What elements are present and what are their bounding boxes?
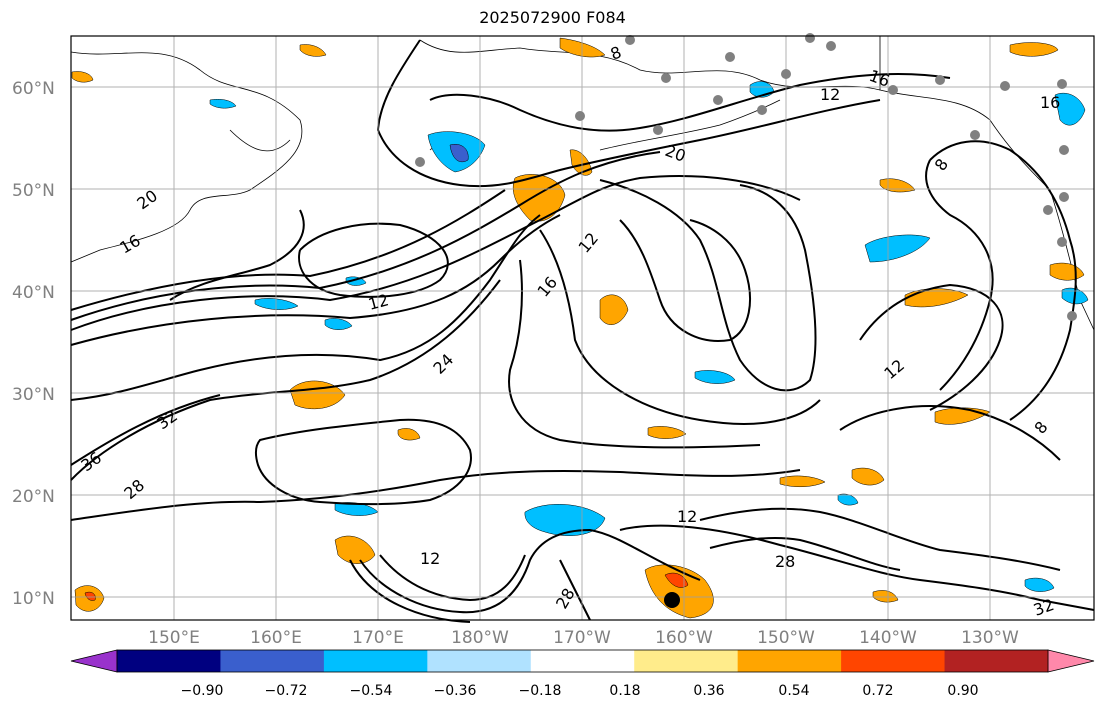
- colorbar-segment: [634, 650, 739, 672]
- lat-label: 30°N: [12, 385, 55, 405]
- lon-label: 170°W: [553, 628, 611, 648]
- colorbar-segment: [944, 650, 1049, 672]
- colorbar-segment: [737, 650, 842, 672]
- contour-label: 12: [420, 549, 440, 568]
- lat-label: 60°N: [12, 79, 55, 99]
- colorbar-tick: 0.54: [778, 683, 809, 699]
- colorbar-tick: −0.54: [350, 683, 393, 699]
- colorbar-segment: [220, 650, 325, 672]
- map-panel: 8 16 12 16 20 20 16 12 16 12 24 32 36 28…: [70, 33, 1095, 623]
- latitude-labels: 60°N 50°N 40°N 30°N 20°N 10°N: [12, 79, 55, 609]
- storm-marker: [664, 592, 680, 608]
- colorbar-extend-high: [1047, 649, 1095, 673]
- lat-label: 20°N: [12, 487, 55, 507]
- colorbar-segment: [530, 650, 635, 672]
- colorbar-segment: [323, 650, 428, 672]
- lon-label: 150°E: [148, 628, 200, 648]
- lon-label: 160°E: [250, 628, 302, 648]
- colorbar-tick: −0.18: [519, 683, 562, 699]
- longitude-labels: 150°E 160°E 170°E 180°W 170°W 160°W 150°…: [148, 628, 1019, 648]
- lon-label: 160°W: [655, 628, 713, 648]
- lon-label: 170°E: [352, 628, 404, 648]
- colorbar-tick: −0.90: [181, 683, 224, 699]
- contour-lines: [70, 39, 1095, 623]
- contour-label: 12: [820, 85, 840, 104]
- colorbar-tick: 0.18: [609, 683, 640, 699]
- lat-label: 50°N: [12, 181, 55, 201]
- station-markers: [415, 33, 1077, 321]
- lon-label: 150°W: [757, 628, 815, 648]
- lon-label: 130°W: [961, 628, 1019, 648]
- contour-label: 12: [366, 290, 391, 314]
- colorbar-tick: −0.36: [434, 683, 477, 699]
- colorbar-tick-labels: −0.90 −0.72 −0.54 −0.36 −0.18 0.18 0.36 …: [181, 683, 979, 699]
- contour-label: 16: [1040, 93, 1060, 112]
- map-frame: [70, 35, 1095, 621]
- contour-label: 28: [775, 552, 795, 571]
- contour-label: 12: [677, 507, 697, 526]
- colorbar-segment: [841, 650, 946, 672]
- lat-label: 10°N: [12, 589, 55, 609]
- grid-lines: [71, 36, 1094, 620]
- colorbar-tick: −0.72: [265, 683, 308, 699]
- map-title: 2025072900 F084: [479, 8, 626, 27]
- colorbar-tick: 0.72: [862, 683, 893, 699]
- colorbar-segment: [427, 650, 532, 672]
- colorbar-segment: [117, 650, 221, 672]
- lat-label: 40°N: [12, 283, 55, 303]
- colorbar: −0.90 −0.72 −0.54 −0.36 −0.18 0.18 0.36 …: [70, 649, 1095, 699]
- colorbar-tick: 0.90: [947, 683, 978, 699]
- lon-label: 180°W: [451, 628, 509, 648]
- lon-label: 140°W: [859, 628, 917, 648]
- colorbar-tick: 0.36: [693, 683, 724, 699]
- colorbar-extend-low: [70, 649, 118, 673]
